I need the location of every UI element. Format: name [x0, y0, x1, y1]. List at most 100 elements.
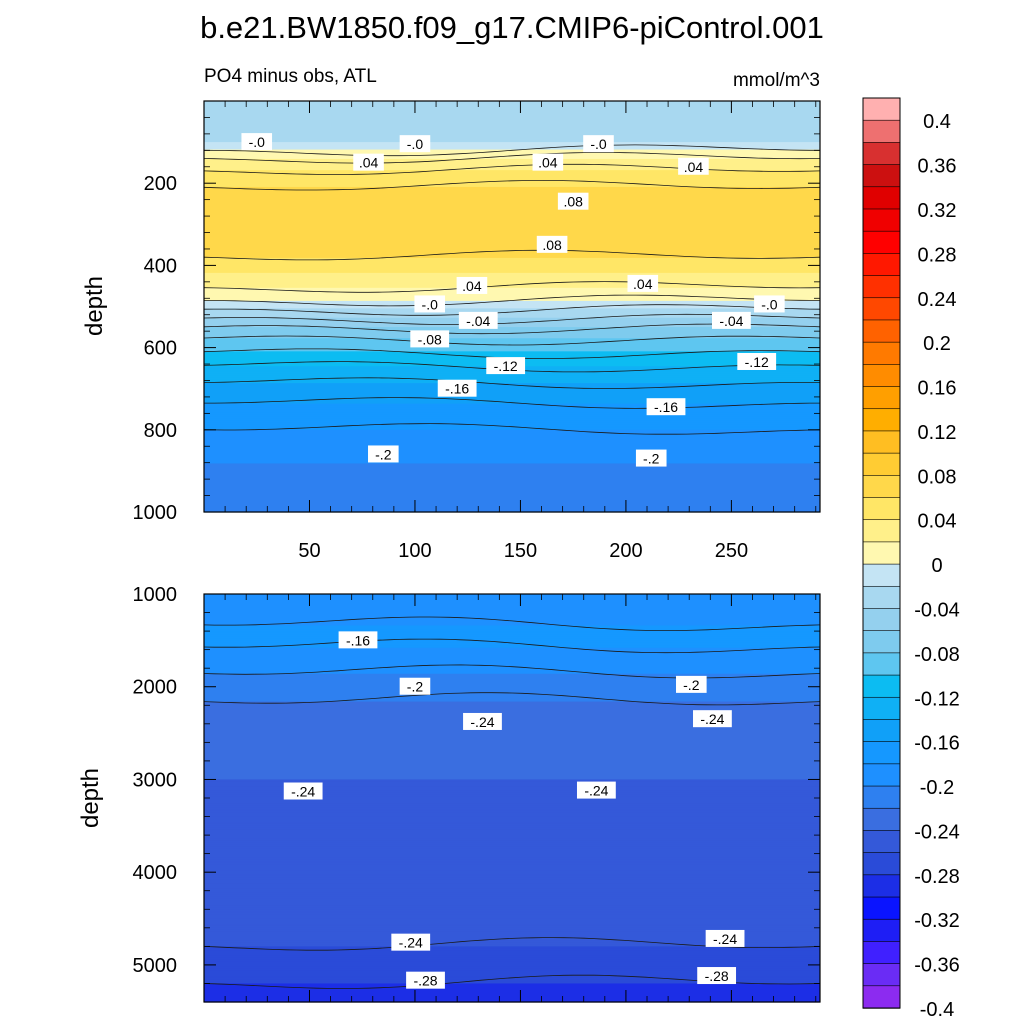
contour-band	[204, 723, 820, 727]
contour-band	[204, 384, 820, 388]
contour-label-box	[399, 677, 431, 695]
contour-band	[204, 211, 820, 214]
colorbar-swatch	[862, 830, 901, 854]
colorbar-swatch	[862, 918, 901, 943]
contour-band	[204, 155, 820, 158]
contour-band	[204, 762, 820, 766]
contour-band	[204, 968, 820, 972]
contour-band	[204, 422, 820, 425]
contour-band	[204, 853, 820, 857]
y-axis: 1000 2000 3000 4000 5000	[133, 584, 820, 984]
contour-band	[204, 441, 820, 444]
contour-band	[204, 125, 820, 128]
contour-band	[204, 190, 820, 194]
contour-band	[204, 920, 820, 923]
contour-label: -.08	[410, 330, 450, 348]
contour-band	[204, 101, 820, 104]
contour-band	[204, 938, 820, 942]
contour-line	[203, 152, 821, 164]
contour-line	[203, 281, 821, 293]
contour-band	[204, 465, 820, 468]
contour-label-text: -.24	[700, 711, 724, 727]
contour-band	[204, 807, 820, 810]
contour-band	[204, 203, 820, 207]
colorbar-tick-label: 0	[931, 555, 942, 577]
contour-band	[204, 469, 820, 472]
colorbar-swatch	[862, 497, 901, 521]
colorbar-swatch	[862, 341, 901, 366]
contour-band	[204, 766, 820, 769]
contour-band	[204, 280, 820, 283]
contour-band	[204, 879, 820, 883]
colorbar-tick-label: 0.36	[918, 156, 957, 178]
contour-band	[204, 881, 820, 884]
contour-band	[204, 351, 820, 354]
contour-band	[204, 267, 820, 270]
contour-band	[204, 866, 820, 870]
contour-band	[204, 740, 820, 743]
contour-band	[204, 216, 820, 220]
contour-band	[204, 796, 820, 799]
contour-band	[204, 658, 820, 662]
contour-band	[204, 177, 820, 181]
colorbar-swatch	[862, 985, 901, 1009]
contour-band	[204, 696, 820, 699]
contour-band	[204, 461, 820, 465]
contour-label: -.0	[754, 295, 785, 313]
contour-line	[203, 249, 821, 261]
contour-band	[204, 820, 820, 823]
contour-band	[204, 621, 820, 625]
y-tick-label: 1000	[133, 584, 178, 606]
colorbar-swatch	[862, 608, 901, 632]
contour-label: -.0	[241, 133, 273, 151]
contour-band	[204, 727, 820, 730]
colorbar-swatch	[862, 674, 901, 698]
contour-line	[203, 616, 821, 631]
contour-band	[204, 644, 820, 647]
contour-band	[204, 785, 820, 788]
contour-band	[204, 777, 820, 781]
contour-band	[204, 336, 820, 339]
contour-band	[204, 749, 820, 753]
contour-band	[204, 424, 820, 427]
contour-band	[204, 699, 820, 703]
contour-band	[204, 274, 820, 278]
contour-label-text: -.16	[445, 381, 469, 397]
contour-band	[204, 940, 820, 944]
contour-label-box	[693, 710, 732, 728]
x-axis	[224, 594, 817, 1002]
contour-band	[204, 801, 820, 805]
contour-band	[204, 300, 820, 304]
contour-band	[204, 638, 820, 641]
contour-band	[204, 433, 820, 437]
colorbar-tick-label: -0.2	[920, 777, 954, 799]
x-tick-label: 250	[715, 540, 748, 562]
contour-label-box	[458, 311, 498, 329]
contour-band	[204, 287, 820, 291]
contour-band	[204, 153, 820, 156]
contour-band	[204, 130, 820, 134]
contour-band	[204, 887, 820, 890]
contour-band	[204, 642, 820, 645]
contour-label-box	[627, 274, 659, 292]
contour-band	[204, 426, 820, 429]
contour-band	[204, 181, 820, 184]
y-axis: 200 400 600 800 1000	[133, 117, 820, 524]
contour-band	[204, 905, 820, 909]
contour-band	[204, 918, 820, 921]
contour-band	[204, 112, 820, 115]
contour-band	[204, 983, 820, 986]
contour-band	[204, 896, 820, 899]
contour-fill-bands	[204, 594, 820, 1003]
contour-band	[204, 909, 820, 912]
colorbar-swatch	[862, 230, 901, 255]
contour-band	[204, 690, 820, 693]
colorbar-tick-label: -0.24	[914, 821, 960, 843]
contour-label-text: .04	[633, 276, 653, 292]
contour-band	[204, 396, 820, 399]
contour-label-text: -.04	[466, 313, 490, 329]
contour-label: -.12	[486, 357, 526, 375]
contour-band	[204, 794, 820, 797]
contour-band	[204, 720, 820, 723]
colorbar-tick-label: 0.28	[918, 244, 957, 266]
